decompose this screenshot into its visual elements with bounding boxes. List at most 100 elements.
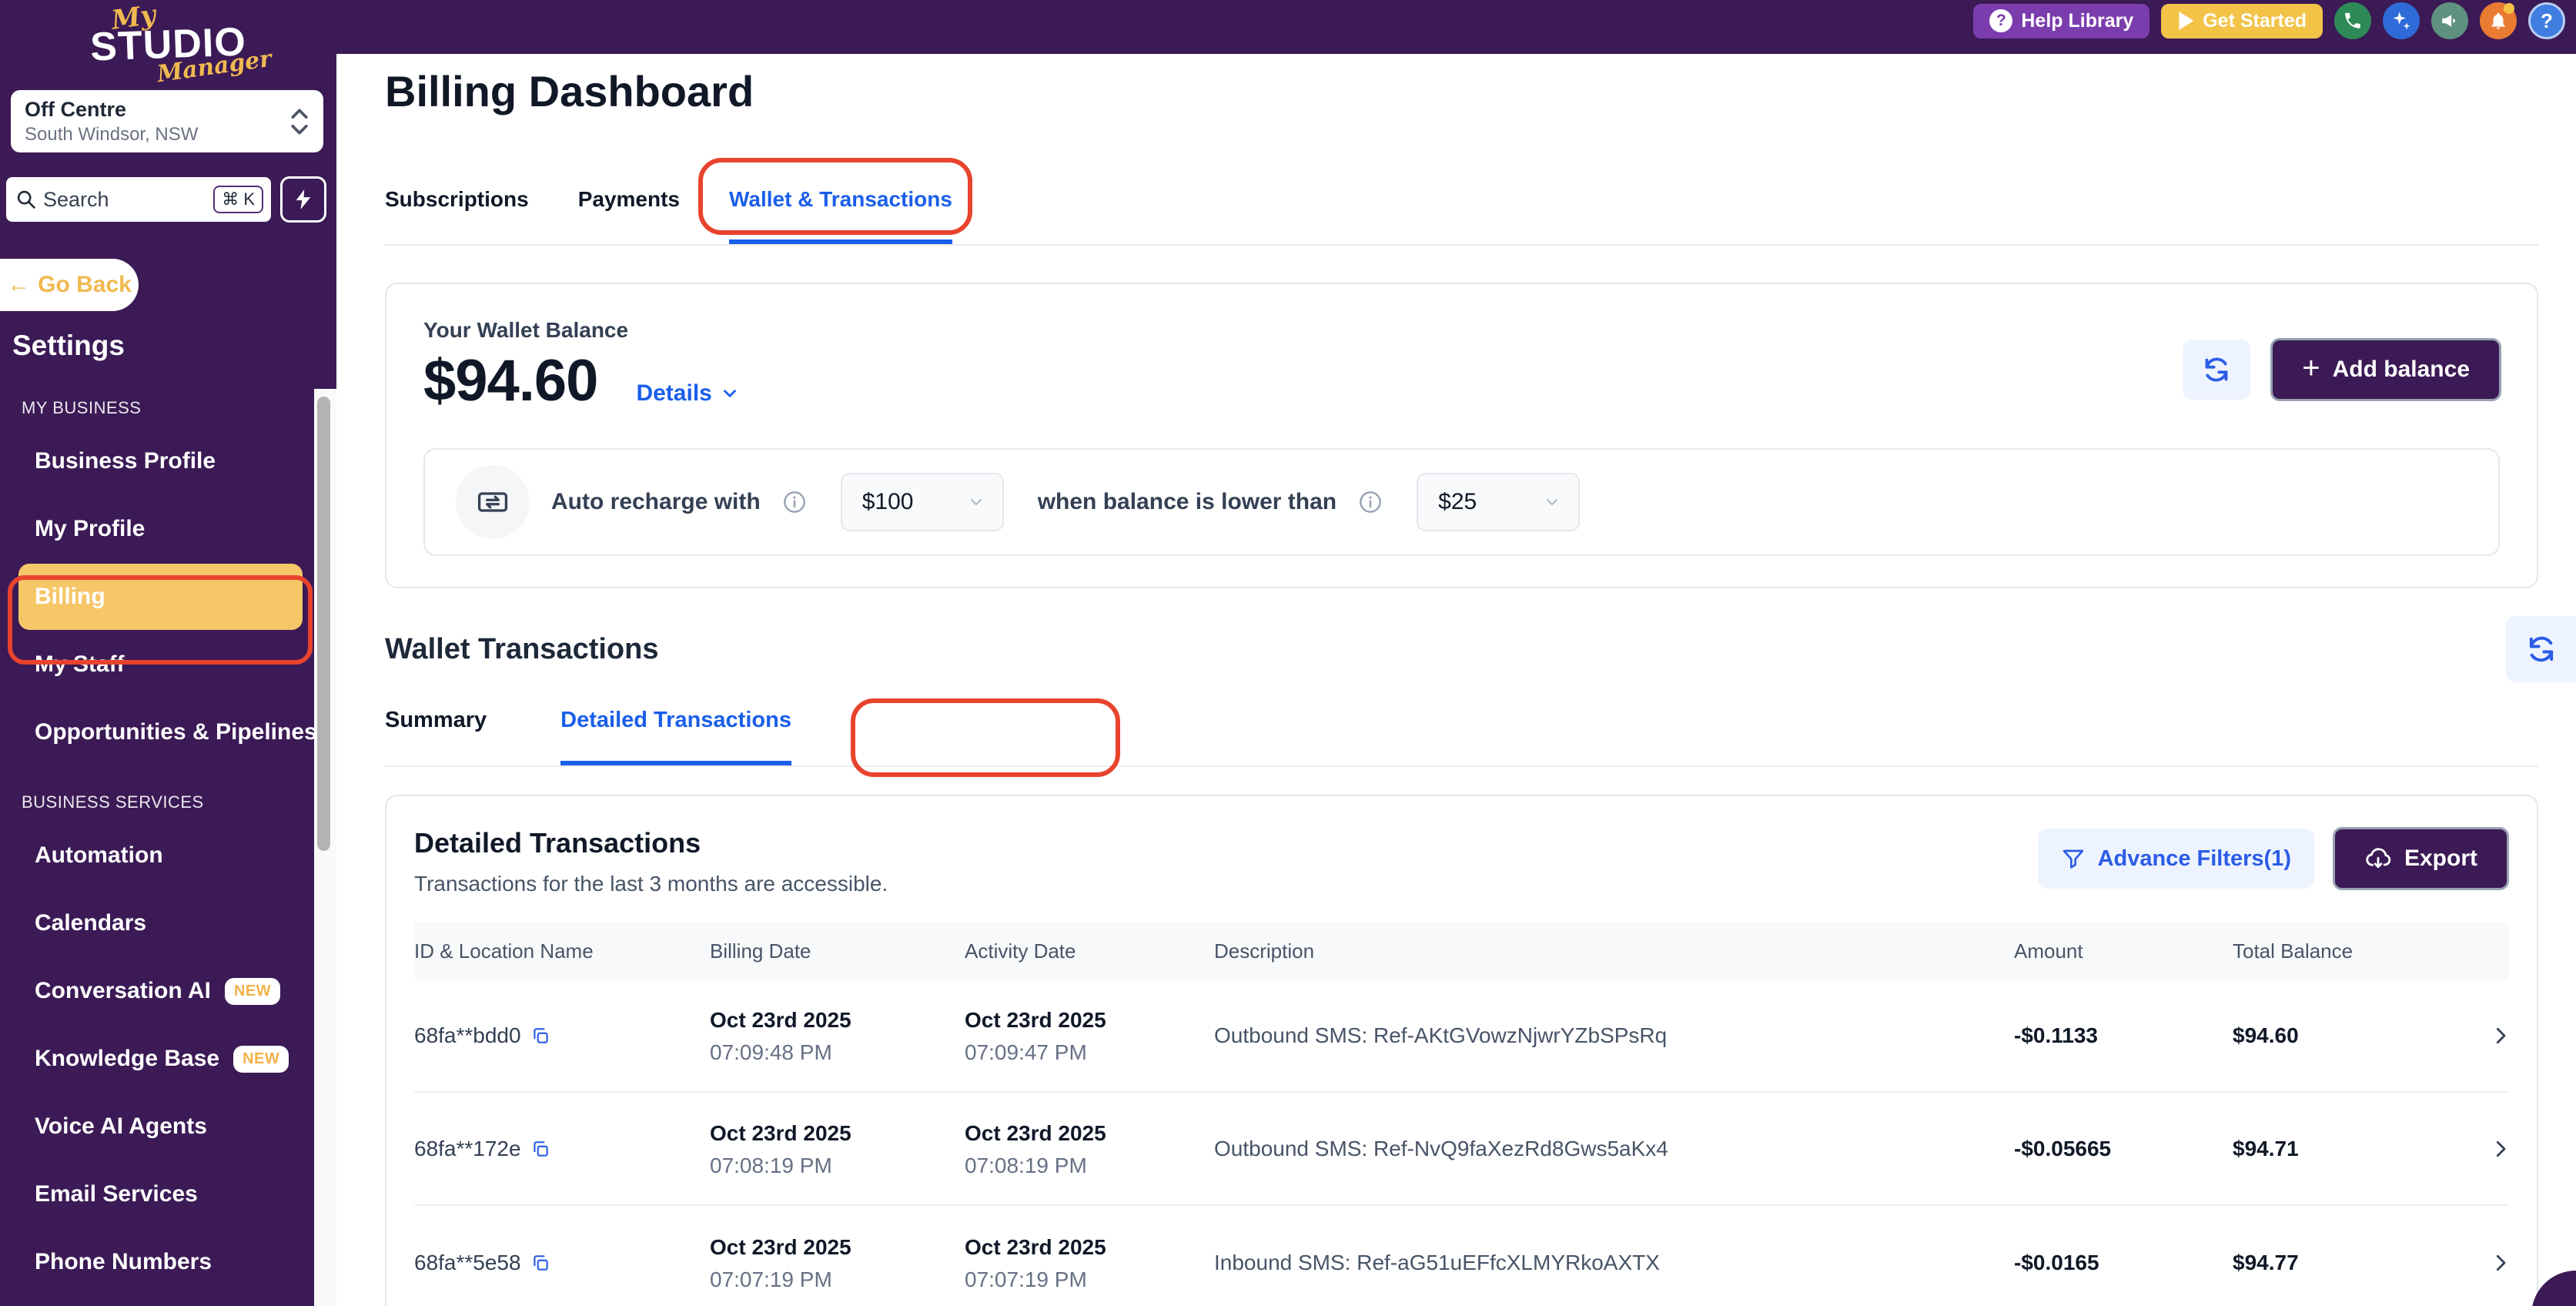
- wallet-transactions-tabs: Summary Detailed Transactions: [385, 708, 2538, 767]
- search-shortcut-badge: ⌘ K: [213, 186, 263, 213]
- sidebar-item-label: Calendars: [35, 910, 147, 936]
- row-expand-button[interactable]: [2454, 1024, 2512, 1047]
- megaphone-icon: [2442, 15, 2456, 27]
- wallet-balance-card: Your Wallet Balance $94.60 Details +: [385, 283, 2538, 588]
- transaction-id: 68fa**bdd0: [414, 1023, 521, 1047]
- wallet-details-link[interactable]: Details: [636, 380, 739, 407]
- table-row[interactable]: 68fa**172e Oct 23rd 2025 07:08:19 PM Oct…: [414, 1093, 2509, 1206]
- announcements-button[interactable]: [2431, 2, 2468, 39]
- transaction-total-balance: $94.71: [2233, 1136, 2299, 1160]
- col-activity-date: Activity Date: [965, 939, 1076, 963]
- chevron-down-icon: [970, 498, 982, 506]
- sidebar-item-my-profile[interactable]: My Profile: [0, 495, 336, 563]
- col-billing-date: Billing Date: [710, 939, 811, 963]
- go-back-button[interactable]: ← Go Back: [0, 259, 139, 311]
- refresh-icon: [2205, 357, 2228, 382]
- funnel-icon: [2062, 849, 2083, 869]
- recharge-threshold-select[interactable]: $25: [1417, 473, 1581, 531]
- tab-summary[interactable]: Summary: [385, 708, 487, 732]
- sidebar-item-knowledge-base[interactable]: Knowledge Base NEW: [0, 1025, 336, 1093]
- tab-wallet-transactions[interactable]: Wallet & Transactions: [729, 187, 952, 244]
- table-header-row: ID & Location Name Billing Date Activity…: [414, 923, 2509, 979]
- location-selector[interactable]: Off Centre South Windsor, NSW: [11, 90, 323, 152]
- help-button[interactable]: ?: [2528, 2, 2565, 39]
- sidebar-item-billing[interactable]: Billing: [18, 564, 303, 630]
- wallet-balance-amount: $94.60: [423, 348, 598, 414]
- activity-time: 07:08:19 PM: [965, 1153, 1087, 1177]
- sidebar-item-automation[interactable]: Automation: [0, 822, 336, 889]
- sidebar-item-calendars[interactable]: Calendars: [0, 889, 336, 957]
- info-icon[interactable]: [782, 490, 807, 514]
- sidebar-item-label: Conversation AI: [35, 978, 211, 1003]
- col-id-location: ID & Location Name: [414, 939, 594, 963]
- sidebar-item-business-profile[interactable]: Business Profile: [0, 427, 336, 495]
- row-expand-button[interactable]: [2454, 1251, 2512, 1274]
- cloud-download-icon: [2366, 848, 2391, 869]
- sidebar: My STUDIO Manager Off Centre South Winds…: [0, 0, 336, 1306]
- billing-date: Oct 23rd 2025: [710, 1007, 851, 1032]
- notifications-button[interactable]: [2480, 2, 2517, 39]
- chevron-right-icon: [2496, 1140, 2506, 1157]
- sidebar-scrollbar-track[interactable]: [314, 389, 336, 1306]
- table-row[interactable]: 68fa**5e58 Oct 23rd 2025 07:07:19 PM Oct…: [414, 1206, 2509, 1306]
- sidebar-item-email-services[interactable]: Email Services: [0, 1160, 336, 1228]
- transaction-total-balance: $94.60: [2233, 1023, 2299, 1047]
- detailed-transactions-subtitle: Transactions for the last 3 months are a…: [414, 872, 888, 896]
- wallet-details-label: Details: [636, 380, 712, 406]
- search-bar[interactable]: ⌘ K: [6, 177, 271, 222]
- sidebar-scrollbar-thumb[interactable]: [317, 397, 330, 851]
- copy-icon[interactable]: [530, 1253, 550, 1273]
- sidebar-item-phone-numbers[interactable]: Phone Numbers: [0, 1228, 336, 1296]
- transactions-refresh-button[interactable]: [2506, 616, 2576, 682]
- billing-date: Oct 23rd 2025: [710, 1120, 851, 1145]
- billing-time: 07:08:19 PM: [710, 1153, 832, 1177]
- card-recharge-icon: [477, 492, 508, 512]
- sidebar-item-label: Billing: [35, 584, 105, 609]
- get-started-button[interactable]: Get Started: [2161, 3, 2323, 39]
- sidebar-item-opportunities-pipelines[interactable]: Opportunities & Pipelines: [0, 698, 336, 766]
- transaction-description: Inbound SMS: Ref-aG51uEFfcXLMYRkoAXTX: [1214, 1250, 1660, 1274]
- sidebar-item-label: Knowledge Base: [35, 1046, 220, 1071]
- table-row[interactable]: 68fa**bdd0 Oct 23rd 2025 07:09:48 PM Oct…: [414, 979, 2509, 1093]
- sidebar-item-voice-ai-agents[interactable]: Voice AI Agents: [0, 1093, 336, 1160]
- info-icon[interactable]: [1358, 490, 1383, 514]
- search-icon: [17, 190, 35, 209]
- quick-actions-button[interactable]: [280, 176, 326, 223]
- arrow-left-icon: ←: [7, 272, 31, 297]
- sidebar-item-conversation-ai[interactable]: Conversation AI NEW: [0, 957, 336, 1025]
- copy-icon[interactable]: [530, 1139, 550, 1159]
- sidebar-item-my-staff[interactable]: My Staff: [0, 631, 336, 698]
- detailed-transactions-card: Detailed Transactions Transactions for t…: [385, 795, 2538, 1306]
- section-label-business-services: BUSINESS SERVICES: [22, 792, 204, 812]
- refresh-icon: [2529, 636, 2553, 662]
- sidebar-item-label: Voice AI Agents: [35, 1113, 207, 1139]
- new-badge: NEW: [233, 1045, 289, 1073]
- settings-nav: MY BUSINESS Business Profile My Profile …: [0, 389, 336, 1306]
- billing-date: Oct 23rd 2025: [710, 1234, 851, 1259]
- export-label: Export: [2404, 846, 2477, 871]
- export-button[interactable]: Export: [2332, 827, 2509, 890]
- recharge-amount-select[interactable]: $100: [840, 473, 1004, 531]
- tab-payments[interactable]: Payments: [577, 187, 680, 211]
- page-title: Billing Dashboard: [385, 67, 754, 116]
- row-expand-button[interactable]: [2454, 1137, 2512, 1160]
- phone-icon: [2345, 12, 2360, 28]
- sidebar-item-label: Phone Numbers: [35, 1249, 212, 1274]
- search-input[interactable]: [43, 187, 208, 212]
- auto-recharge-row: Auto recharge with $100 when balance is …: [423, 448, 2500, 556]
- copy-icon[interactable]: [530, 1026, 550, 1046]
- sparkles-icon: [2393, 12, 2410, 30]
- wallet-refresh-button[interactable]: [2183, 340, 2251, 400]
- tab-subscriptions[interactable]: Subscriptions: [385, 187, 529, 211]
- advance-filters-button[interactable]: Advance Filters(1): [2037, 829, 2314, 889]
- billing-time: 07:09:48 PM: [710, 1040, 832, 1064]
- chevron-down-icon: [1547, 498, 1558, 506]
- auto-recharge-icon-circle: [456, 465, 530, 539]
- transaction-total-balance: $94.77: [2233, 1250, 2299, 1274]
- new-badge: NEW: [224, 977, 281, 1005]
- phone-button[interactable]: [2334, 2, 2371, 39]
- add-balance-button[interactable]: + Add balance: [2270, 338, 2501, 401]
- ai-assistant-button[interactable]: [2383, 2, 2420, 39]
- help-library-button[interactable]: ? Help Library: [1973, 3, 2150, 39]
- tab-detailed-transactions[interactable]: Detailed Transactions: [560, 708, 791, 765]
